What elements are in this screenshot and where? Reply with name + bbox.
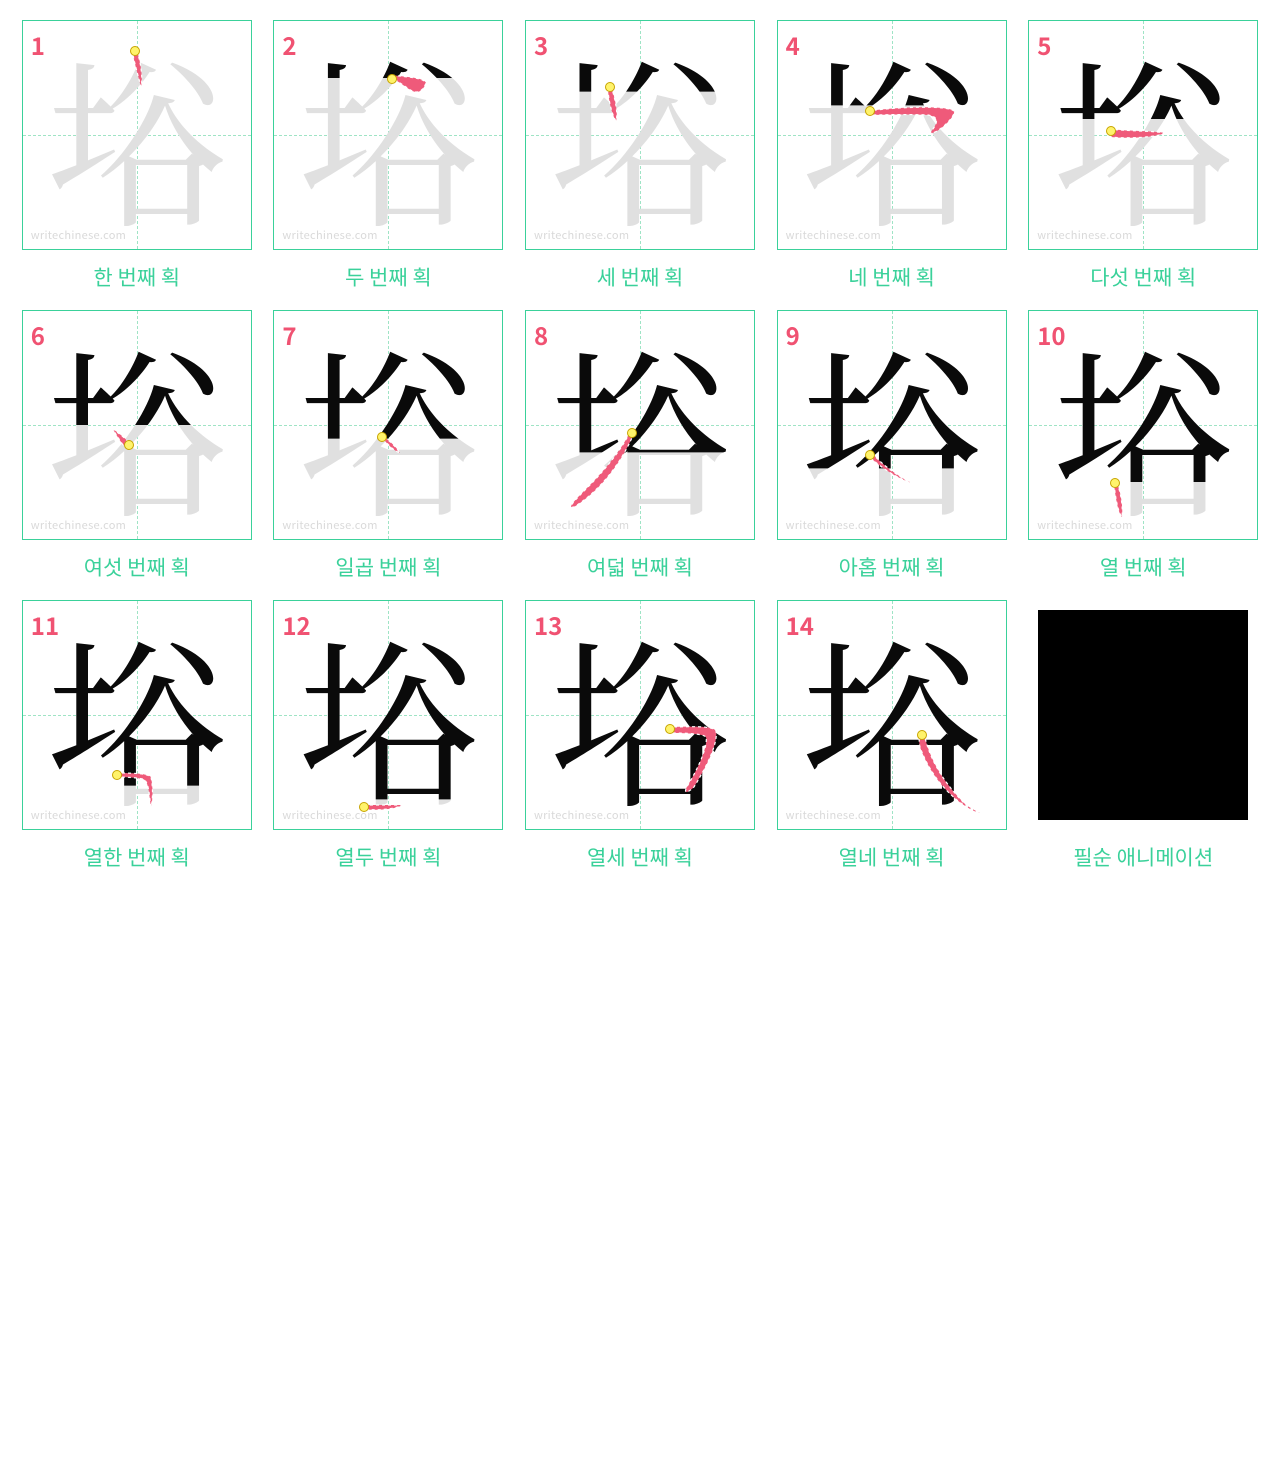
stroke-caption: 열세 번째 획 [587, 842, 693, 872]
stroke-number: 2 [282, 27, 296, 62]
stroke-number: 14 [786, 607, 814, 642]
stroke-start-dot [865, 450, 875, 460]
stroke-box: 2﨏﨏writechinese.com [273, 20, 503, 250]
stroke-box: 9﨏﨏writechinese.com [777, 310, 1007, 540]
stroke-caption: 한 번째 획 [93, 262, 180, 292]
stroke-number: 9 [786, 317, 800, 352]
stroke-caption: 열네 번째 획 [839, 842, 945, 872]
stroke-cell: 12﨏﨏writechinese.com 열두 번째 획 [272, 600, 506, 872]
stroke-cell: 4﨏﨏writechinese.com 네 번째 획 [775, 20, 1009, 292]
qr-caption: 필순 애니메이션 [1073, 842, 1213, 872]
stroke-number: 3 [534, 27, 548, 62]
stroke-box: 6﨏﨏writechinese.com [22, 310, 252, 540]
stroke-box: 4﨏﨏writechinese.com [777, 20, 1007, 250]
stroke-number: 13 [534, 607, 562, 642]
watermark: writechinese.com [534, 807, 629, 823]
stroke-box: 1﨏﨏writechinese.com [22, 20, 252, 250]
stroke-box: 7﨏﨏writechinese.com [273, 310, 503, 540]
watermark: writechinese.com [1037, 517, 1132, 533]
watermark: writechinese.com [282, 227, 377, 243]
stroke-number: 6 [31, 317, 45, 352]
watermark: writechinese.com [534, 517, 629, 533]
qr-code [1028, 600, 1258, 830]
stroke-order-grid: 1﨏﨏writechinese.com한 번째 획2﨏﨏writechinese… [20, 20, 1260, 872]
stroke-box: 5﨏﨏writechinese.com [1028, 20, 1258, 250]
glyph-stack: 﨏﨏 [526, 311, 754, 539]
stroke-cell: 1﨏﨏writechinese.com 한 번째 획 [20, 20, 254, 292]
glyph-stack: 﨏﨏 [1029, 21, 1257, 249]
glyph-stack: 﨏﨏 [526, 21, 754, 249]
watermark: writechinese.com [786, 227, 881, 243]
stroke-start-dot [124, 440, 134, 450]
stroke-cell: 13﨏﨏writechinese.com 열세 번째 획 [523, 600, 757, 872]
stroke-box: 14﨏﨏writechinese.com [777, 600, 1007, 830]
glyph-stack: 﨏﨏 [778, 311, 1006, 539]
watermark: writechinese.com [31, 517, 126, 533]
glyph-stack: 﨏﨏 [23, 311, 251, 539]
stroke-caption: 여덟 번째 획 [587, 552, 693, 582]
stroke-start-dot [112, 770, 122, 780]
stroke-caption: 열 번째 획 [1100, 552, 1187, 582]
stroke-caption: 두 번째 획 [345, 262, 432, 292]
watermark: writechinese.com [31, 807, 126, 823]
stroke-box: 11﨏﨏writechinese.com [22, 600, 252, 830]
watermark: writechinese.com [282, 517, 377, 533]
stroke-cell: 2﨏﨏writechinese.com 두 번째 획 [272, 20, 506, 292]
stroke-caption: 세 번째 획 [597, 262, 684, 292]
stroke-cell: 8﨏﨏writechinese.com 여덟 번째 획 [523, 310, 757, 582]
stroke-start-dot [865, 106, 875, 116]
watermark: writechinese.com [1037, 227, 1132, 243]
stroke-caption: 열두 번째 획 [335, 842, 441, 872]
stroke-box: 10﨏﨏writechinese.com [1028, 310, 1258, 540]
stroke-number: 1 [31, 27, 45, 62]
stroke-cell: 10﨏﨏writechinese.com 열 번째 획 [1026, 310, 1260, 582]
stroke-box: 8﨏﨏writechinese.com [525, 310, 755, 540]
stroke-box: 3﨏﨏writechinese.com [525, 20, 755, 250]
glyph-stack: 﨏﨏 [778, 21, 1006, 249]
stroke-cell: 9﨏﨏writechinese.com 아홉 번째 획 [775, 310, 1009, 582]
stroke-box: 12﨏﨏writechinese.com [273, 600, 503, 830]
stroke-number: 11 [31, 607, 59, 642]
watermark: writechinese.com [31, 227, 126, 243]
stroke-caption: 아홉 번째 획 [839, 552, 945, 582]
stroke-number: 12 [282, 607, 310, 642]
stroke-caption: 여섯 번째 획 [84, 552, 190, 582]
stroke-cell: 14﨏﨏writechinese.com 열네 번째 획 [775, 600, 1009, 872]
stroke-start-dot [917, 730, 927, 740]
stroke-caption: 네 번째 획 [848, 262, 935, 292]
glyph-stack: 﨏﨏 [274, 21, 502, 249]
stroke-number: 7 [282, 317, 296, 352]
stroke-start-dot [605, 82, 615, 92]
stroke-number: 5 [1037, 27, 1051, 62]
stroke-number: 4 [786, 27, 800, 62]
stroke-cell: 3﨏﨏writechinese.com 세 번째 획 [523, 20, 757, 292]
stroke-number: 10 [1037, 317, 1065, 352]
glyph-stack: 﨏﨏 [274, 311, 502, 539]
stroke-cell: 7﨏﨏writechinese.com 일곱 번째 획 [272, 310, 506, 582]
stroke-cell: 5﨏﨏writechinese.com 다섯 번째 획 [1026, 20, 1260, 292]
stroke-start-dot [130, 46, 140, 56]
stroke-box: 13﨏﨏writechinese.com [525, 600, 755, 830]
stroke-number: 8 [534, 317, 548, 352]
stroke-start-dot [627, 428, 637, 438]
watermark: writechinese.com [534, 227, 629, 243]
stroke-start-dot [665, 724, 675, 734]
stroke-caption: 일곱 번째 획 [335, 552, 441, 582]
watermark: writechinese.com [786, 807, 881, 823]
stroke-caption: 다섯 번째 획 [1090, 262, 1196, 292]
qr-cell: 필순 애니메이션 [1026, 600, 1260, 872]
stroke-caption: 열한 번째 획 [84, 842, 190, 872]
stroke-cell: 11﨏﨏writechinese.com 열한 번째 획 [20, 600, 254, 872]
watermark: writechinese.com [786, 517, 881, 533]
stroke-cell: 6﨏﨏writechinese.com 여섯 번째 획 [20, 310, 254, 582]
